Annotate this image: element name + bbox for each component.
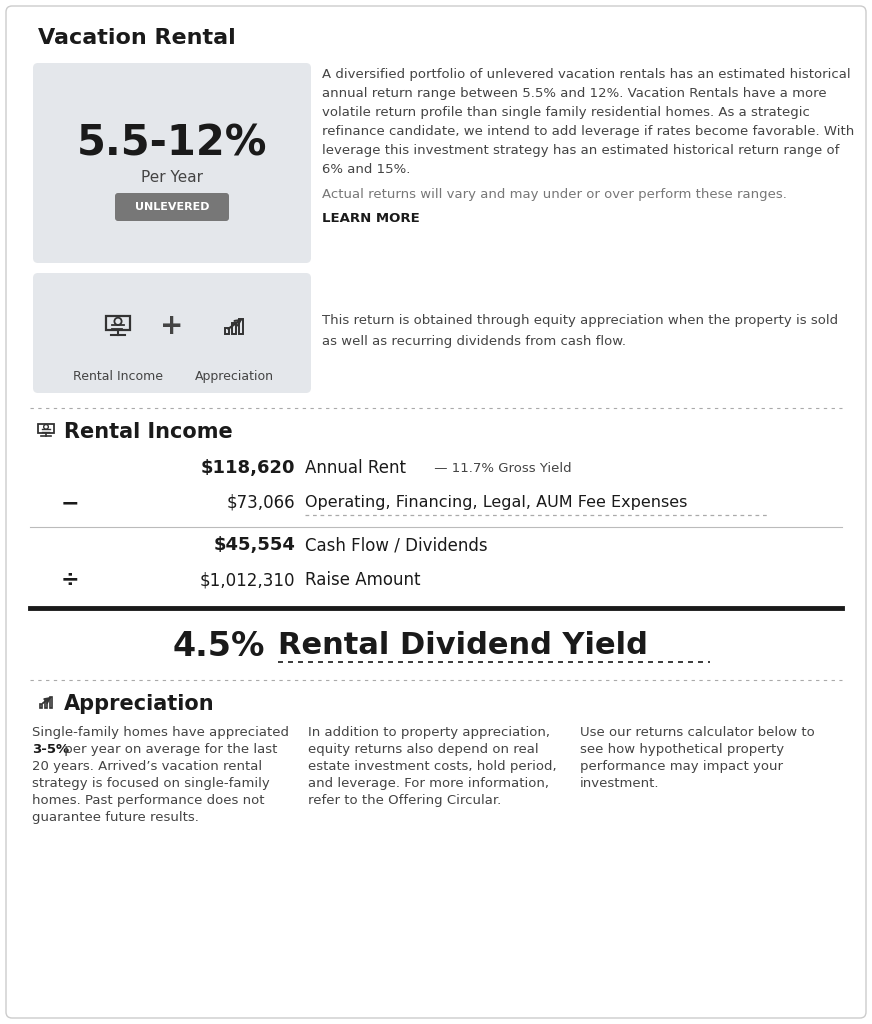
Text: estate investment costs, hold period,: estate investment costs, hold period, [308, 760, 556, 773]
Text: investment.: investment. [580, 777, 659, 790]
Text: Cash Flow / Dividends: Cash Flow / Dividends [305, 536, 487, 554]
Text: 4.5%: 4.5% [173, 630, 265, 663]
Text: Operating, Financing, Legal, AUM Fee Expenses: Operating, Financing, Legal, AUM Fee Exp… [305, 496, 687, 511]
Text: Vacation Rental: Vacation Rental [38, 28, 235, 48]
Text: ÷: ÷ [61, 570, 79, 590]
Text: Rental Income: Rental Income [73, 370, 163, 383]
Text: 5.5-12%: 5.5-12% [77, 122, 267, 164]
Text: Actual returns will vary and may under or over perform these ranges.: Actual returns will vary and may under o… [322, 188, 787, 201]
Text: see how hypothetical property: see how hypothetical property [580, 743, 784, 756]
Text: Appreciation: Appreciation [64, 694, 215, 714]
Text: volatile return profile than single family residential homes. As a strategic: volatile return profile than single fami… [322, 106, 810, 119]
FancyBboxPatch shape [115, 193, 229, 221]
Text: annual return range between 5.5% and 12%. Vacation Rentals have a more: annual return range between 5.5% and 12%… [322, 87, 827, 100]
Text: Use our returns calculator below to: Use our returns calculator below to [580, 726, 814, 739]
FancyBboxPatch shape [33, 273, 311, 393]
Text: UNLEVERED: UNLEVERED [135, 202, 209, 212]
Text: — 11.7% Gross Yield: — 11.7% Gross Yield [430, 462, 572, 474]
Bar [225, 328, 229, 334]
Text: +: + [160, 312, 184, 340]
Text: Raise Amount: Raise Amount [305, 571, 420, 589]
Bar [39, 703, 43, 709]
Text: Annual Rent: Annual Rent [305, 459, 406, 477]
Bar [239, 318, 242, 334]
Text: as well as recurring dividends from cash flow.: as well as recurring dividends from cash… [322, 335, 626, 348]
Text: guarantee future results.: guarantee future results. [32, 811, 199, 824]
Text: refer to the Offering Circular.: refer to the Offering Circular. [308, 794, 501, 807]
FancyBboxPatch shape [33, 63, 311, 263]
Text: Single-family homes have appreciated: Single-family homes have appreciated [32, 726, 289, 739]
Text: and leverage. For more information,: and leverage. For more information, [308, 777, 549, 790]
Text: −: − [61, 493, 79, 513]
Bar [44, 700, 47, 709]
Text: leverage this investment strategy has an estimated historical return range of: leverage this investment strategy has an… [322, 144, 840, 157]
Text: $73,066: $73,066 [227, 494, 295, 512]
Text: homes. Past performance does not: homes. Past performance does not [32, 794, 264, 807]
Text: In addition to property appreciation,: In addition to property appreciation, [308, 726, 550, 739]
Bar [50, 697, 52, 709]
Text: strategy is focused on single-family: strategy is focused on single-family [32, 777, 269, 790]
Text: Rental Dividend Yield: Rental Dividend Yield [278, 632, 648, 660]
Text: 20 years. Arrived’s vacation rental: 20 years. Arrived’s vacation rental [32, 760, 262, 773]
Text: $1,012,310: $1,012,310 [200, 571, 295, 589]
Text: LEARN MORE: LEARN MORE [322, 212, 419, 225]
Text: refinance candidate, we intend to add leverage if rates become favorable. With: refinance candidate, we intend to add le… [322, 125, 855, 138]
Text: equity returns also depend on real: equity returns also depend on real [308, 743, 539, 756]
Text: This return is obtained through equity appreciation when the property is sold: This return is obtained through equity a… [322, 314, 838, 327]
Text: Appreciation: Appreciation [194, 370, 274, 383]
Text: 3-5%: 3-5% [32, 743, 69, 756]
Text: 6% and 15%.: 6% and 15%. [322, 163, 411, 176]
Text: Rental Income: Rental Income [64, 422, 233, 442]
Text: A diversified portfolio of unlevered vacation rentals has an estimated historica: A diversified portfolio of unlevered vac… [322, 68, 850, 81]
Text: performance may impact your: performance may impact your [580, 760, 783, 773]
Text: Per Year: Per Year [141, 171, 203, 185]
Text: per year on average for the last: per year on average for the last [60, 743, 277, 756]
Text: $118,620: $118,620 [201, 459, 295, 477]
Bar [232, 324, 236, 334]
FancyBboxPatch shape [6, 6, 866, 1018]
Text: $45,554: $45,554 [213, 536, 295, 554]
